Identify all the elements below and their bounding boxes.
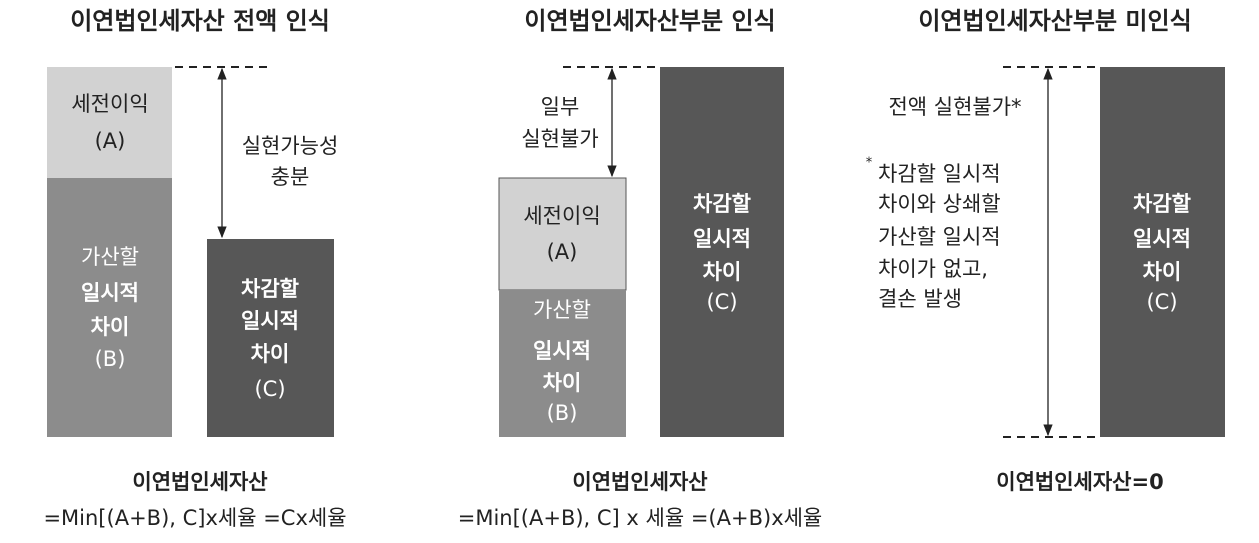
box-text: (B) [547, 401, 578, 425]
box-text: 가산할 [81, 245, 139, 269]
arrow-label: 일부 [541, 95, 580, 119]
box-text: 일시적 [81, 281, 139, 305]
arrow-label: 충분 [271, 165, 310, 189]
note-text: 결손 발생 [878, 287, 962, 311]
note-text: 차이와 상쇄할 [878, 192, 1001, 216]
arrow-label: 실현불가 [521, 127, 598, 151]
note-text: 가산할 일시적 [878, 225, 1001, 249]
box-text: (B) [95, 347, 126, 371]
formula: =Min[(A+B), C]x세율 =Cx세율 [43, 506, 346, 530]
arrow-label: 실현가능성 [242, 134, 339, 158]
note-text: 차감할 일시적 [878, 162, 1001, 186]
box-text: (C) [1146, 290, 1177, 314]
box-b [47, 178, 172, 437]
note-marker: * [866, 156, 873, 171]
box-a [498, 177, 627, 291]
arrow-label: 전액 실현불가* [888, 95, 1021, 119]
panel-title: 이연법인세자산부분 미인식 [918, 7, 1191, 35]
box-text: 차이 [543, 371, 582, 395]
box-c [660, 67, 784, 437]
box-a [47, 67, 172, 178]
box-text: 차이 [703, 260, 742, 284]
box-text: 일시적 [693, 227, 751, 251]
box-text: 일시적 [241, 309, 299, 333]
box-text: 차감할 [1133, 192, 1191, 216]
box-b [499, 290, 626, 437]
box-text: 일시적 [1133, 227, 1191, 251]
box-text: (C) [706, 290, 737, 314]
box-c [207, 239, 334, 437]
formula: 이연법인세자산 [132, 470, 267, 494]
panel-title: 이연법인세자산부분 인식 [524, 7, 775, 35]
box-text: 차감할 [693, 192, 751, 216]
formula: =Min[(A+B), C] x 세율 =(A+B)x세율 [458, 506, 823, 530]
box-text: (A) [547, 240, 578, 264]
box-text: 가산할 [533, 298, 591, 322]
box-text: 일시적 [533, 339, 591, 363]
box-text: 세전이익 [523, 204, 600, 228]
formula: 이연법인세자산=0 [996, 470, 1163, 494]
note-text: 차이가 없고, [878, 257, 988, 281]
box-text: 차이 [91, 315, 130, 339]
box-text: 차이 [1143, 260, 1182, 284]
box-text: 차감할 [241, 277, 299, 301]
box-text: 차이 [251, 342, 290, 366]
formula: 이연법인세자산 [572, 470, 707, 494]
box-text: (C) [254, 377, 285, 401]
box-text: 세전이익 [71, 92, 148, 116]
box-text: (A) [95, 129, 126, 153]
box-c [1100, 67, 1225, 437]
panel-title: 이연법인세자산 전액 인식 [70, 7, 330, 35]
